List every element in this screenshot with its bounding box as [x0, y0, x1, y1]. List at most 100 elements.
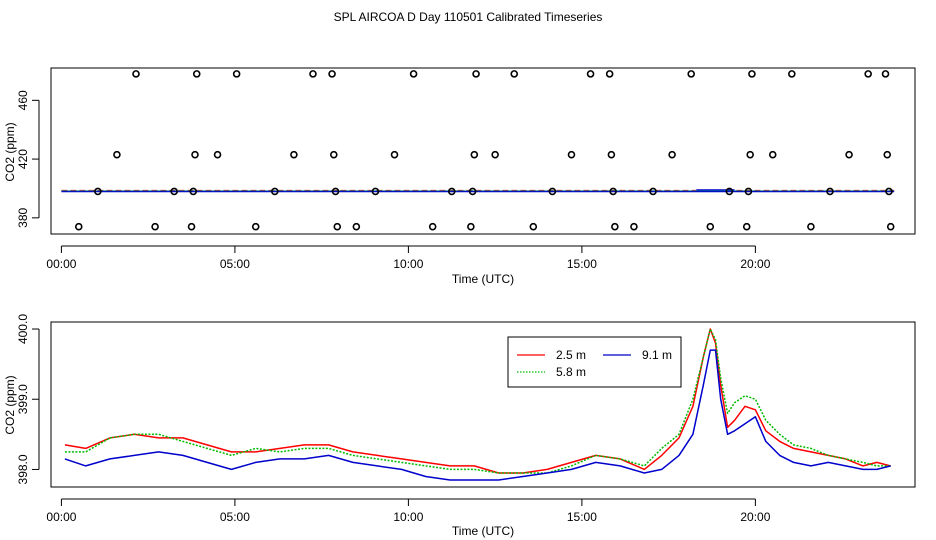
top-point [390, 150, 399, 159]
series-line-2-5m [64, 328, 891, 474]
top-point [746, 150, 754, 159]
figure-title: SPL AIRCOA D Day 110501 Calibrated Times… [334, 10, 603, 24]
top-x-axis: 00:00 05:00 10:00 15:00 20:00 [46, 245, 771, 271]
top-point [742, 222, 751, 231]
top-point [328, 70, 336, 78]
top-x-tick-label: 20:00 [740, 257, 770, 271]
top-point [649, 187, 657, 196]
top-point [788, 70, 796, 78]
top-y-axis: 380 420 460 [16, 90, 40, 228]
top-point [468, 187, 477, 196]
top-point [333, 222, 342, 231]
top-point [472, 70, 480, 78]
bottom-y-axis-label: CO2 (ppm) [3, 375, 17, 434]
top-y-tick-label: 460 [16, 90, 30, 110]
top-point [187, 222, 196, 231]
top-x-tick-label: 10:00 [393, 257, 423, 271]
series-line-5-8m [64, 328, 891, 474]
top-scatter-points [74, 70, 895, 231]
top-point [668, 150, 676, 159]
bottom-x-tick-label: 05:00 [220, 510, 250, 524]
top-x-axis-label: Time (UTC) [452, 272, 514, 286]
legend: 2.5 m 5.8 m 9.1 m [507, 336, 682, 388]
top-point [845, 150, 853, 159]
top-baseline-lines [61, 189, 895, 193]
top-point [352, 222, 361, 231]
top-plot-frame [50, 67, 916, 235]
top-x-tick-label: 00:00 [46, 257, 76, 271]
top-point [611, 222, 619, 231]
top-point [807, 222, 815, 231]
bottom-x-tick-label: 10:00 [393, 510, 423, 524]
top-point [529, 222, 538, 231]
bottom-plot-frame [50, 321, 916, 488]
top-y-tick-label: 380 [16, 208, 30, 228]
bottom-y-tick-label: 399.0 [16, 384, 30, 414]
top-point [744, 187, 753, 196]
bottom-y-axis: 398.0 399.0 400.0 [16, 314, 40, 484]
bottom-x-tick-label: 15:00 [567, 510, 597, 524]
top-point [687, 70, 695, 78]
top-point [881, 70, 890, 78]
bottom-x-tick-label: 00:00 [46, 510, 76, 524]
top-point [191, 150, 199, 159]
bottom-series-lines [64, 328, 891, 481]
top-point [864, 70, 872, 78]
top-point [113, 150, 121, 159]
top-x-tick-label: 05:00 [220, 257, 250, 271]
top-point [232, 70, 241, 78]
top-point [271, 187, 279, 196]
top-point [290, 150, 298, 159]
top-point [151, 222, 159, 231]
bottom-x-tick-label: 20:00 [740, 510, 770, 524]
top-point [548, 187, 557, 196]
top-point [189, 187, 198, 196]
top-point [605, 70, 614, 78]
top-point [885, 187, 893, 196]
top-point [74, 222, 83, 231]
top-point [309, 70, 317, 78]
top-point [725, 187, 734, 196]
legend-box [507, 336, 682, 388]
legend-label-5-8m: 5.8 m [556, 365, 586, 379]
top-point [748, 70, 756, 78]
top-point [607, 150, 616, 159]
top-point [491, 150, 499, 159]
top-point [331, 187, 340, 196]
top-point [467, 222, 475, 231]
bottom-y-tick-label: 400.0 [16, 314, 30, 344]
top-point [510, 70, 519, 78]
top-y-tick-label: 420 [16, 149, 30, 169]
bottom-panel: 398.0 399.0 400.0 00:00 05:00 10:00 15:00 20:0… [3, 314, 916, 538]
top-point [768, 150, 777, 159]
legend-label-2-5m: 2.5 m [556, 348, 586, 362]
top-point [94, 187, 102, 196]
top-point [609, 187, 617, 196]
series-line-9-1m [64, 349, 891, 481]
top-point [883, 150, 892, 159]
top-point [170, 187, 178, 196]
top-y-axis-label: CO2 (ppm) [3, 122, 17, 181]
top-point [586, 70, 595, 78]
top-point [329, 150, 338, 159]
top-point [706, 222, 715, 231]
top-point [447, 187, 456, 196]
top-point [886, 222, 895, 231]
top-point [371, 187, 380, 196]
top-point [826, 187, 834, 196]
top-panel: 380 420 460 00:00 05:00 10:00 15:00 20:00 Time… [3, 67, 916, 286]
top-point [630, 222, 638, 231]
top-point [470, 150, 479, 159]
top-x-tick-label: 15:00 [567, 257, 597, 271]
legend-label-9-1m: 9.1 m [642, 348, 672, 362]
bottom-x-axis-label: Time (UTC) [452, 524, 514, 538]
bottom-x-axis: 00:00 05:00 10:00 15:00 20:00 [46, 498, 771, 524]
top-point [213, 150, 222, 159]
bottom-y-tick-label: 398.0 [16, 454, 30, 484]
top-point [132, 70, 140, 78]
top-point [428, 222, 437, 231]
top-point [567, 150, 576, 159]
top-point [409, 70, 418, 78]
top-point [251, 222, 260, 231]
